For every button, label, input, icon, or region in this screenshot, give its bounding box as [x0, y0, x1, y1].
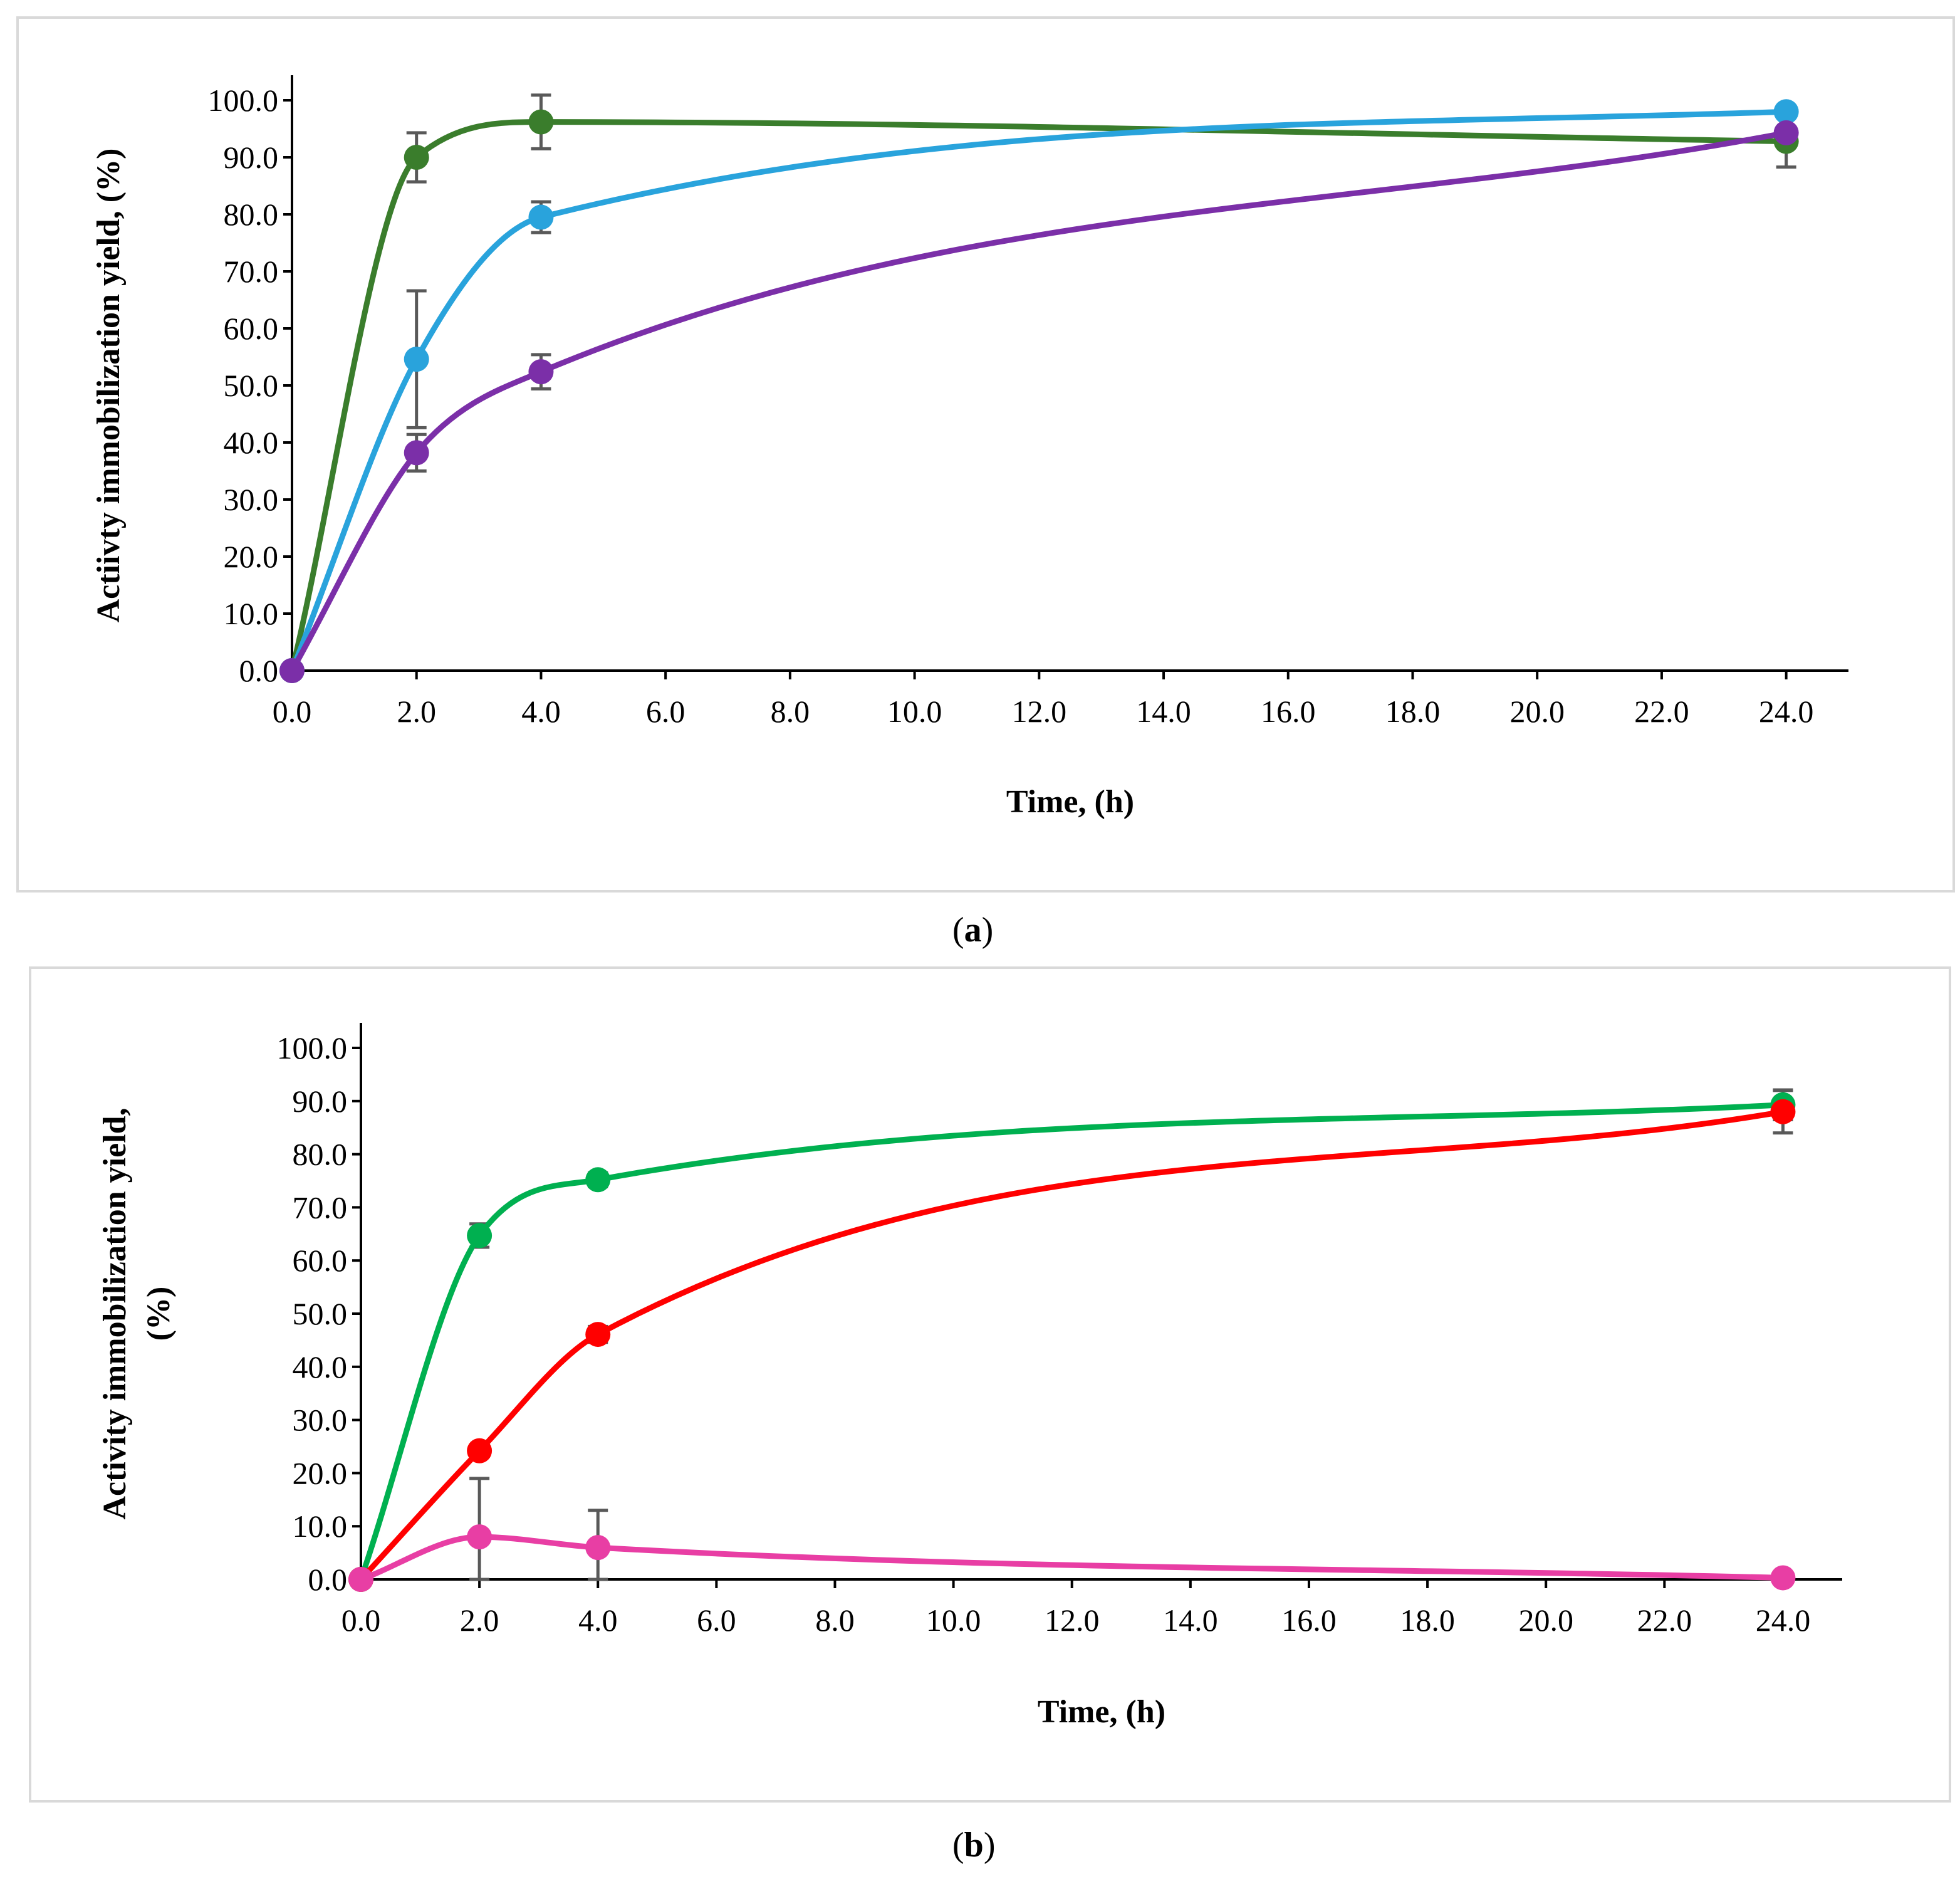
x-axis-title: Time, (h) — [1038, 1694, 1165, 1730]
x-tick-label: 8.0 — [815, 1603, 855, 1638]
x-tick-label: 16.0 — [1281, 1603, 1337, 1638]
x-tick-label: 12.0 — [1045, 1603, 1100, 1638]
panel-b-frame — [29, 966, 1951, 1803]
y-tick-label: 0.0 — [239, 653, 279, 688]
x-tick-label: 0.0 — [341, 1603, 381, 1638]
x-tick-label: 0.0 — [273, 694, 312, 729]
series-red-line — [358, 1109, 1786, 1583]
y-tick-label: 50.0 — [293, 1296, 348, 1331]
series-purple-point — [279, 658, 305, 683]
series-purple-point — [404, 440, 429, 466]
x-tick-label: 18.0 — [1385, 694, 1441, 729]
y-tick-label: 90.0 — [293, 1084, 348, 1119]
series-red-point — [585, 1322, 611, 1348]
x-tick-label: 8.0 — [771, 694, 810, 729]
x-tick-label: 12.0 — [1012, 694, 1067, 729]
series-pink-point — [348, 1567, 373, 1592]
y-tick-label: 70.0 — [293, 1190, 348, 1225]
y-tick-label: 50.0 — [224, 368, 279, 403]
x-tick-label: 4.0 — [578, 1603, 618, 1638]
series-red-point — [467, 1438, 493, 1463]
y-tick-label: 60.0 — [293, 1243, 348, 1278]
series-purple-point — [1773, 120, 1799, 145]
x-tick-label: 2.0 — [397, 694, 436, 729]
series-purple-point — [528, 359, 554, 385]
series-pink-point — [585, 1535, 611, 1561]
y-tick-label: 30.0 — [224, 482, 279, 517]
y-tick-label: 100.0 — [277, 1030, 348, 1065]
x-tick-label: 6.0 — [646, 694, 685, 729]
x-tick-label: 20.0 — [1518, 1603, 1573, 1638]
y-tick-label: 80.0 — [224, 197, 279, 232]
panel-label-b: (b) — [952, 1826, 996, 1865]
series-blue-point — [528, 204, 554, 230]
y-tick-label: 0.0 — [308, 1562, 348, 1597]
series-purple-line — [289, 130, 1790, 674]
y-axis-title: Activity immobilization yield, — [97, 1107, 133, 1519]
x-tick-label: 18.0 — [1400, 1603, 1455, 1638]
series-blue-point — [404, 347, 429, 372]
y-tick-label: 90.0 — [224, 140, 279, 175]
y-tick-label: 10.0 — [293, 1509, 348, 1544]
series-green-dark-point — [528, 109, 554, 135]
x-tick-label: 10.0 — [887, 694, 942, 729]
y-tick-label: 100.0 — [208, 83, 279, 118]
x-tick-label: 20.0 — [1509, 694, 1565, 729]
series-pink-point — [467, 1524, 493, 1550]
y-tick-label: 10.0 — [224, 596, 279, 631]
x-tick-label: 4.0 — [521, 694, 561, 729]
y-tick-label: 70.0 — [224, 254, 279, 289]
y-tick-label: 20.0 — [293, 1455, 348, 1490]
y-tick-label: 20.0 — [224, 539, 279, 574]
y-axis-title: Actiivty immobilization yield, (%) — [91, 149, 127, 623]
x-tick-label: 6.0 — [697, 1603, 736, 1638]
panel-label-a: (a) — [952, 911, 994, 950]
chart-b: 0.0 10.0 20.0 30.0 40.0 50.0 60.0 70.0 80.0 90.0 1… — [97, 1023, 1842, 1730]
y-axis-title: (%) — [141, 1287, 177, 1341]
x-tick-label: 24.0 — [1756, 1603, 1811, 1638]
y-tick-label: 60.0 — [224, 311, 279, 346]
x-tick-label: 22.0 — [1637, 1603, 1692, 1638]
x-tick-label: 22.0 — [1634, 694, 1689, 729]
series-green-dark-point — [404, 145, 429, 170]
y-tick-label: 30.0 — [293, 1403, 348, 1438]
series-red-point — [1770, 1099, 1796, 1124]
series-blue-point — [1773, 99, 1799, 125]
series-green-point — [467, 1223, 493, 1248]
series-green-line — [358, 1102, 1786, 1583]
chart-a: 0.0 10.0 20.0 30.0 40.0 50.0 60.0 70.0 80.0 90.0 1… — [91, 75, 1848, 820]
series-green-dark-line — [289, 119, 1790, 674]
x-tick-label: 16.0 — [1261, 694, 1316, 729]
x-tick-label: 14.0 — [1163, 1603, 1218, 1638]
series-green-point — [585, 1167, 611, 1193]
x-tick-label: 14.0 — [1136, 694, 1191, 729]
y-tick-label: 80.0 — [293, 1137, 348, 1172]
y-tick-label: 40.0 — [224, 425, 279, 460]
panel-a-frame — [16, 16, 1955, 892]
x-axis-title: Time, (h) — [1006, 784, 1134, 820]
series-pink-point — [1770, 1565, 1796, 1591]
x-tick-label: 2.0 — [460, 1603, 499, 1638]
series-pink-line — [358, 1534, 1786, 1583]
series-blue-line — [289, 108, 1790, 674]
y-tick-label: 40.0 — [293, 1349, 348, 1384]
x-tick-label: 24.0 — [1759, 694, 1814, 729]
x-tick-label: 10.0 — [926, 1603, 981, 1638]
